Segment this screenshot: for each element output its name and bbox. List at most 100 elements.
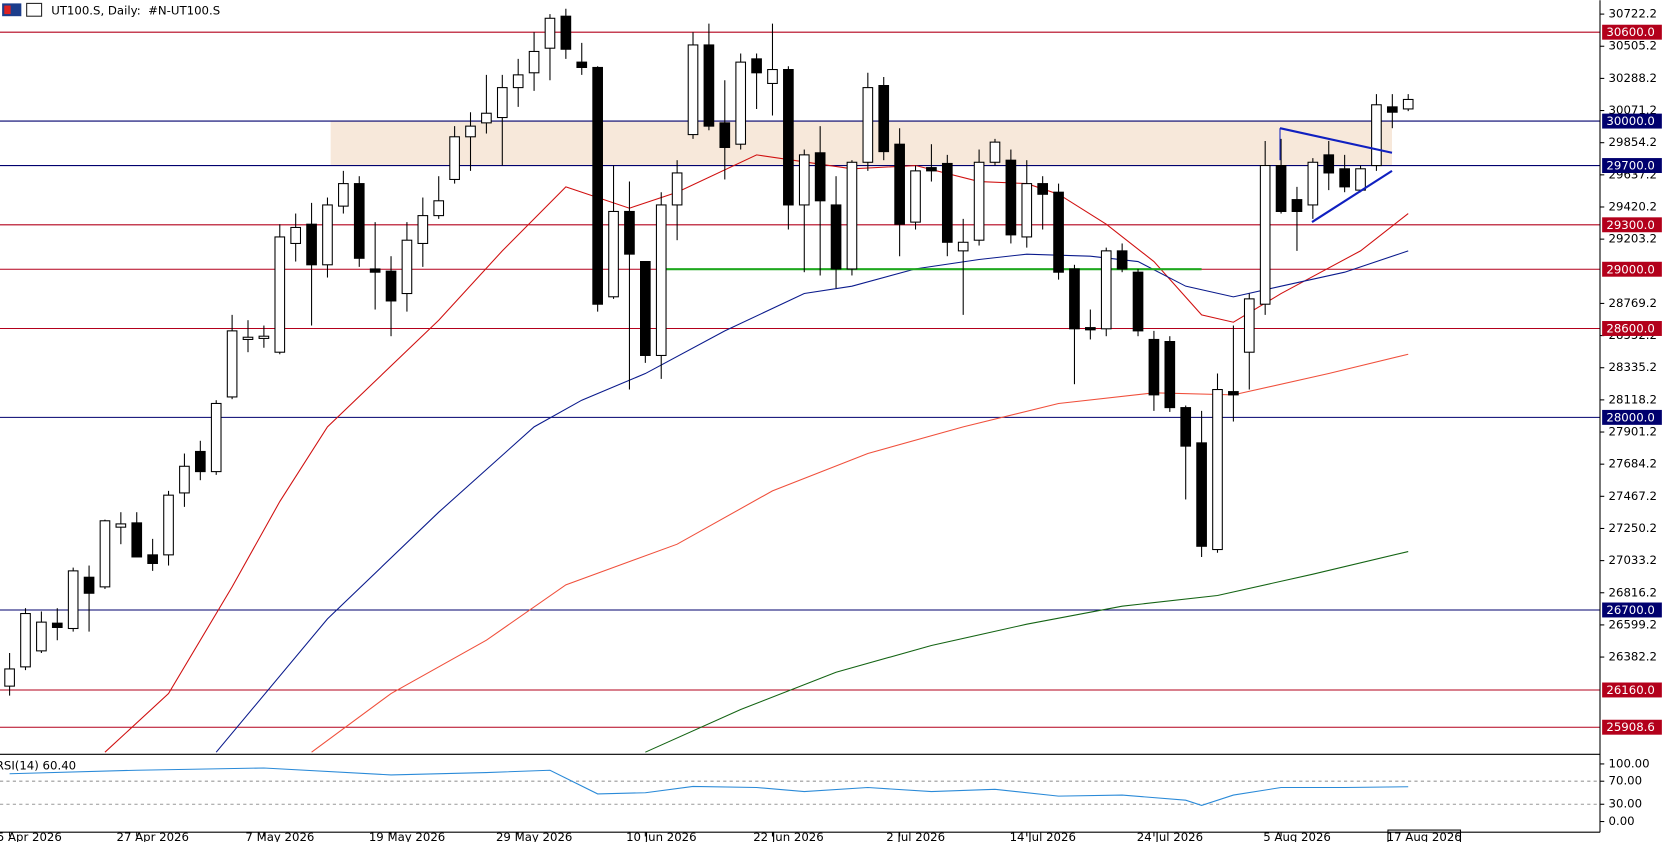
level-label-box [1602,409,1662,425]
candle-body [353,183,365,259]
y-tick-label: 29420.2 [1609,199,1657,213]
candle-body [1291,199,1303,212]
level-label: 28000.0 [1606,410,1654,424]
level-label: 29300.0 [1606,218,1654,232]
x-tick-label: 24 Jul 2026 [1137,830,1203,842]
symbol-icon [26,2,43,17]
candle-body [194,450,206,473]
candle-body [941,162,953,243]
candle-body [1228,391,1239,396]
candle-body [401,239,413,295]
candle-body [338,183,349,207]
candle-body [1355,168,1366,191]
x-tick-label: 29 May 2026 [496,830,572,842]
y-tick-label: 30722.2 [1609,7,1657,21]
candle-body [703,44,715,127]
candle-body [910,170,921,223]
y-tick-label: 27467.2 [1609,489,1657,503]
level-label-box [1602,321,1662,336]
candle-body [926,167,937,172]
candle-body [687,44,699,136]
x-tick-label: 22 Jun 2026 [753,830,824,842]
candle-body [1132,271,1144,332]
x-tick-label: 10 Jun 2026 [626,830,697,842]
candle-body [449,136,460,180]
candle-body [1307,161,1319,206]
candle-body [1212,389,1223,551]
y-tick-label: 70.00 [1609,774,1643,788]
candle-body [1275,164,1287,212]
candle-body [608,210,619,298]
rsi-title: RSI(14) 60.40 [0,759,76,773]
y-tick-label: 26816.2 [1609,585,1657,599]
candle-body [719,122,731,148]
candle-body [989,141,1001,163]
candle-body [1116,250,1128,270]
candle-body [465,125,476,138]
candle-body [814,152,826,202]
candle-body [735,61,747,145]
y-tick-label: 30505.2 [1609,39,1657,53]
candle-body [640,261,651,356]
candle-body [1402,98,1414,110]
candle-body [671,172,683,206]
rsi-pane [0,767,1600,806]
candle-body [751,58,762,74]
candle-body [1323,154,1335,174]
candle-body [163,494,174,556]
level-label-box [1602,682,1662,698]
candle-body [592,66,603,305]
y-tick-label: 26382.2 [1609,650,1657,664]
candle-body [496,87,508,119]
candle-body [290,226,302,244]
rsi-line [9,767,1409,806]
candle-body [1021,183,1033,238]
level-label: 26160.0 [1606,683,1654,697]
candle-body [274,236,286,353]
axes: 30722.230505.230288.230071.229854.229637… [0,7,1662,842]
candle-body [1386,106,1398,113]
level-label-box [1602,602,1662,618]
candle-body [798,154,810,206]
candle-body [481,112,492,124]
candle-body [957,241,969,252]
level-label: 29700.0 [1606,159,1654,173]
candle-body [1259,165,1271,305]
candle-body [1164,340,1176,409]
candle-body [1037,183,1048,195]
y-tick-label: 28335.2 [1609,360,1657,374]
candle-body [99,520,111,588]
y-tick-label: 28769.2 [1609,296,1657,310]
y-tick-label: 29203.2 [1609,232,1657,246]
candle-body [1053,191,1064,273]
candle-body [417,215,429,244]
level-label-box [1602,719,1662,735]
y-tick-label: 27033.2 [1609,553,1657,567]
header: UT100.S, Daily: #N-UT100.S [2,2,220,17]
candle-body [242,336,254,340]
candle-body [210,402,222,473]
candle-body [433,200,445,217]
candle-body [1339,168,1350,188]
candle-body [624,210,635,255]
candle-body [131,522,143,558]
level-label: 30600.0 [1606,25,1654,39]
candle-body [83,576,95,594]
candle-body [894,143,905,225]
candle-body [306,223,317,266]
candle-body [1085,327,1096,331]
level-label-box [1602,24,1662,40]
y-tick-label: 100.00 [1609,756,1650,770]
zone [330,121,1393,166]
candle-body [512,74,524,89]
y-tick-label: 0.00 [1609,814,1635,828]
level-label-box [1602,261,1662,277]
candle-body [322,204,333,266]
candle-body [1100,250,1112,330]
candle-body [51,622,63,628]
y-tick-label: 26599.2 [1609,617,1657,631]
y-tick-label: 30288.2 [1609,71,1657,85]
level-label: 28600.0 [1606,322,1654,336]
